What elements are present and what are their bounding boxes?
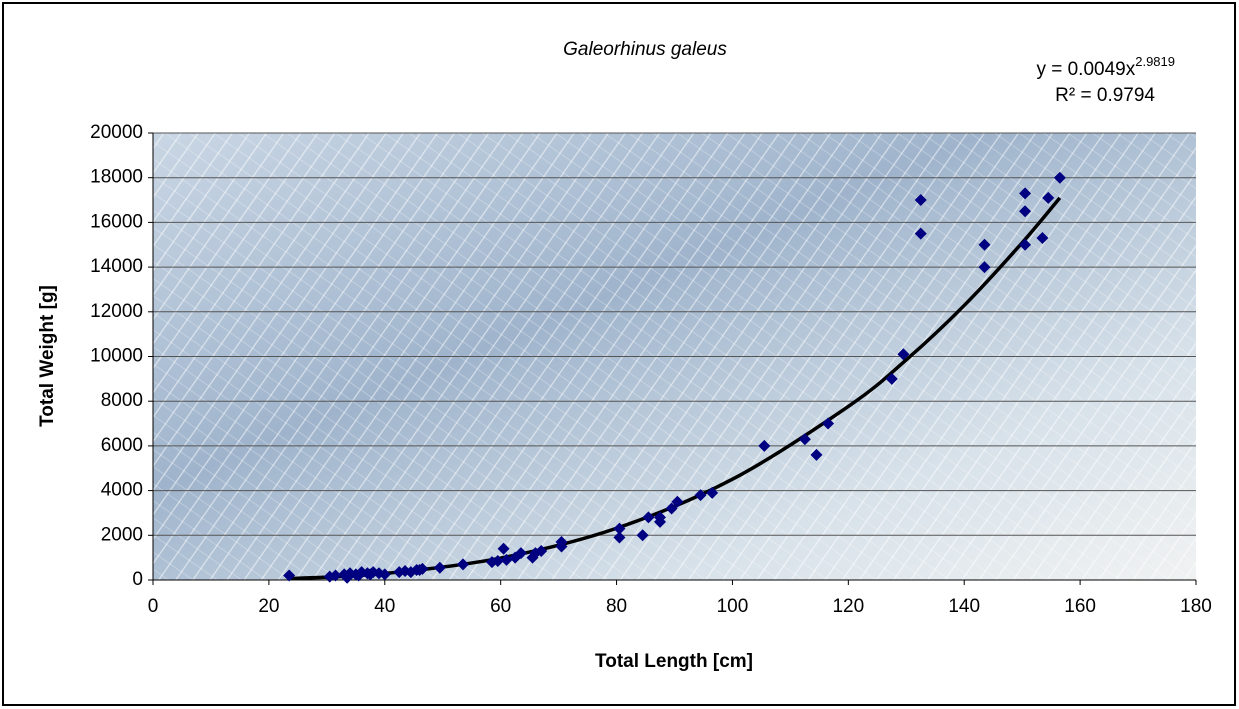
data-point [978,261,991,274]
data-point [914,227,927,240]
x-tick-label: 160 [1064,596,1096,617]
y-tick-label: 2000 [101,524,143,545]
y-tick-label: 14000 [90,256,143,277]
data-point [1053,171,1066,184]
data-point [1019,205,1032,218]
data-point [378,568,391,581]
data-point [642,511,655,524]
data-point [914,194,927,207]
x-tick-label: 80 [606,596,627,617]
data-point [555,540,568,553]
chart-title: Galeorhinus galeus [563,39,727,60]
data-point [613,522,626,535]
y-tick-label: 6000 [101,435,143,456]
x-tick-label: 20 [258,596,279,617]
data-point [706,486,719,499]
data-point [1042,191,1055,204]
y-tick-label: 12000 [90,301,143,322]
x-tick-label: 0 [148,596,159,617]
x-tick-label: 120 [832,596,864,617]
y-tick-label: 10000 [90,346,143,367]
data-point [665,502,678,515]
y-tick-label: 8000 [101,390,143,411]
x-tick-label: 60 [490,596,511,617]
y-tick-label: 18000 [90,167,143,188]
data-point [694,489,707,502]
data-point [416,562,429,575]
data-point [978,238,991,251]
x-tick-label: 140 [948,596,980,617]
equation-base: y = 0.0049x [1036,59,1135,80]
data-point [329,569,342,582]
data-point [1036,232,1049,245]
trend-equation: y = 0.0049x2.9819 [1036,54,1175,80]
x-tick-label: 100 [717,596,749,617]
data-point [897,348,910,361]
data-point [1019,187,1032,200]
data-point [535,544,548,557]
data-point [671,495,684,508]
y-tick-label: 4000 [101,480,143,501]
data-point [758,439,771,452]
data-point [798,433,811,446]
x-tick-label: 40 [374,596,395,617]
data-point [457,558,470,571]
data-point [433,561,446,574]
y-tick-label: 0 [132,569,143,590]
y-tick-label: 20000 [90,122,143,143]
x-axis-label: Total Length [cm] [595,651,753,672]
y-axis-label: Total Weight [g] [37,285,58,427]
r-squared: R² = 0.9794 [1055,85,1155,106]
data-point [613,531,626,544]
data-point [1019,238,1032,251]
data-point [885,372,898,385]
data-point [822,417,835,430]
y-tick-label: 16000 [90,211,143,232]
data-point [491,555,504,568]
x-tick-label: 180 [1180,596,1212,617]
data-point [500,553,513,566]
data-point [497,542,510,555]
data-point [654,511,667,524]
equation-exponent: 2.9819 [1135,54,1175,69]
data-point [514,547,527,560]
data-point [636,529,649,542]
data-point [283,569,296,582]
data-point [810,448,823,461]
